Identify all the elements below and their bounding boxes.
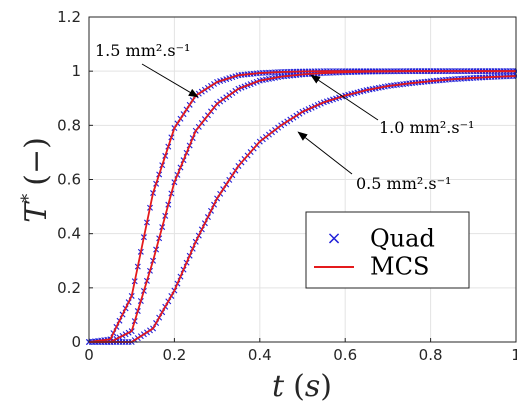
annotation-label: 1.5 mm².s⁻¹ bbox=[95, 41, 190, 60]
y-tick-label: 1.2 bbox=[57, 8, 81, 26]
x-tick-label: 0.2 bbox=[162, 346, 186, 364]
x-tick-label: 0.6 bbox=[333, 346, 357, 364]
annotation-arrow bbox=[297, 131, 353, 175]
annotation-label: 0.5 mm².s⁻¹ bbox=[356, 174, 451, 193]
legend-box bbox=[305, 211, 470, 289]
annotation-arrow bbox=[310, 74, 379, 121]
legend-label-quad: Quad bbox=[370, 225, 435, 253]
mcs-line-3 bbox=[89, 75, 517, 343]
annotations: 1.5 mm².s⁻¹ 1.0 mm².s⁻¹ 0.5 mm².s⁻¹ bbox=[95, 41, 474, 193]
mcs-line-2 bbox=[89, 70, 516, 343]
y-tick-label: 0.2 bbox=[57, 279, 81, 297]
plot-area bbox=[86, 68, 517, 345]
y-tick-label: 0.4 bbox=[57, 225, 81, 243]
annotation-arrow bbox=[141, 63, 199, 98]
x-tick-label: 1 bbox=[511, 346, 517, 364]
y-tick-label: 0.6 bbox=[57, 171, 81, 189]
y-tick-label: 0.8 bbox=[57, 116, 81, 134]
x-tick-label: 0.8 bbox=[419, 346, 443, 364]
legend-marker-quad: × bbox=[326, 228, 341, 249]
x-tick-label: 0.4 bbox=[248, 346, 272, 364]
ticks: 0 0.2 0.4 0.6 0.8 1 0 0.2 0.4 0.6 0.8 1 1.2 bbox=[57, 8, 517, 364]
y-axis-label: T*(−) bbox=[18, 137, 54, 223]
y-tick-label: 0 bbox=[71, 333, 81, 351]
y-tick-label: 1 bbox=[71, 62, 81, 80]
legend: × Quad MCS bbox=[305, 211, 470, 289]
annotation-label: 1.0 mm².s⁻¹ bbox=[379, 118, 474, 137]
legend-label-mcs: MCS bbox=[370, 253, 429, 281]
x-axis-label: t (s) bbox=[272, 369, 332, 404]
x-tick-label: 0 bbox=[84, 346, 94, 364]
